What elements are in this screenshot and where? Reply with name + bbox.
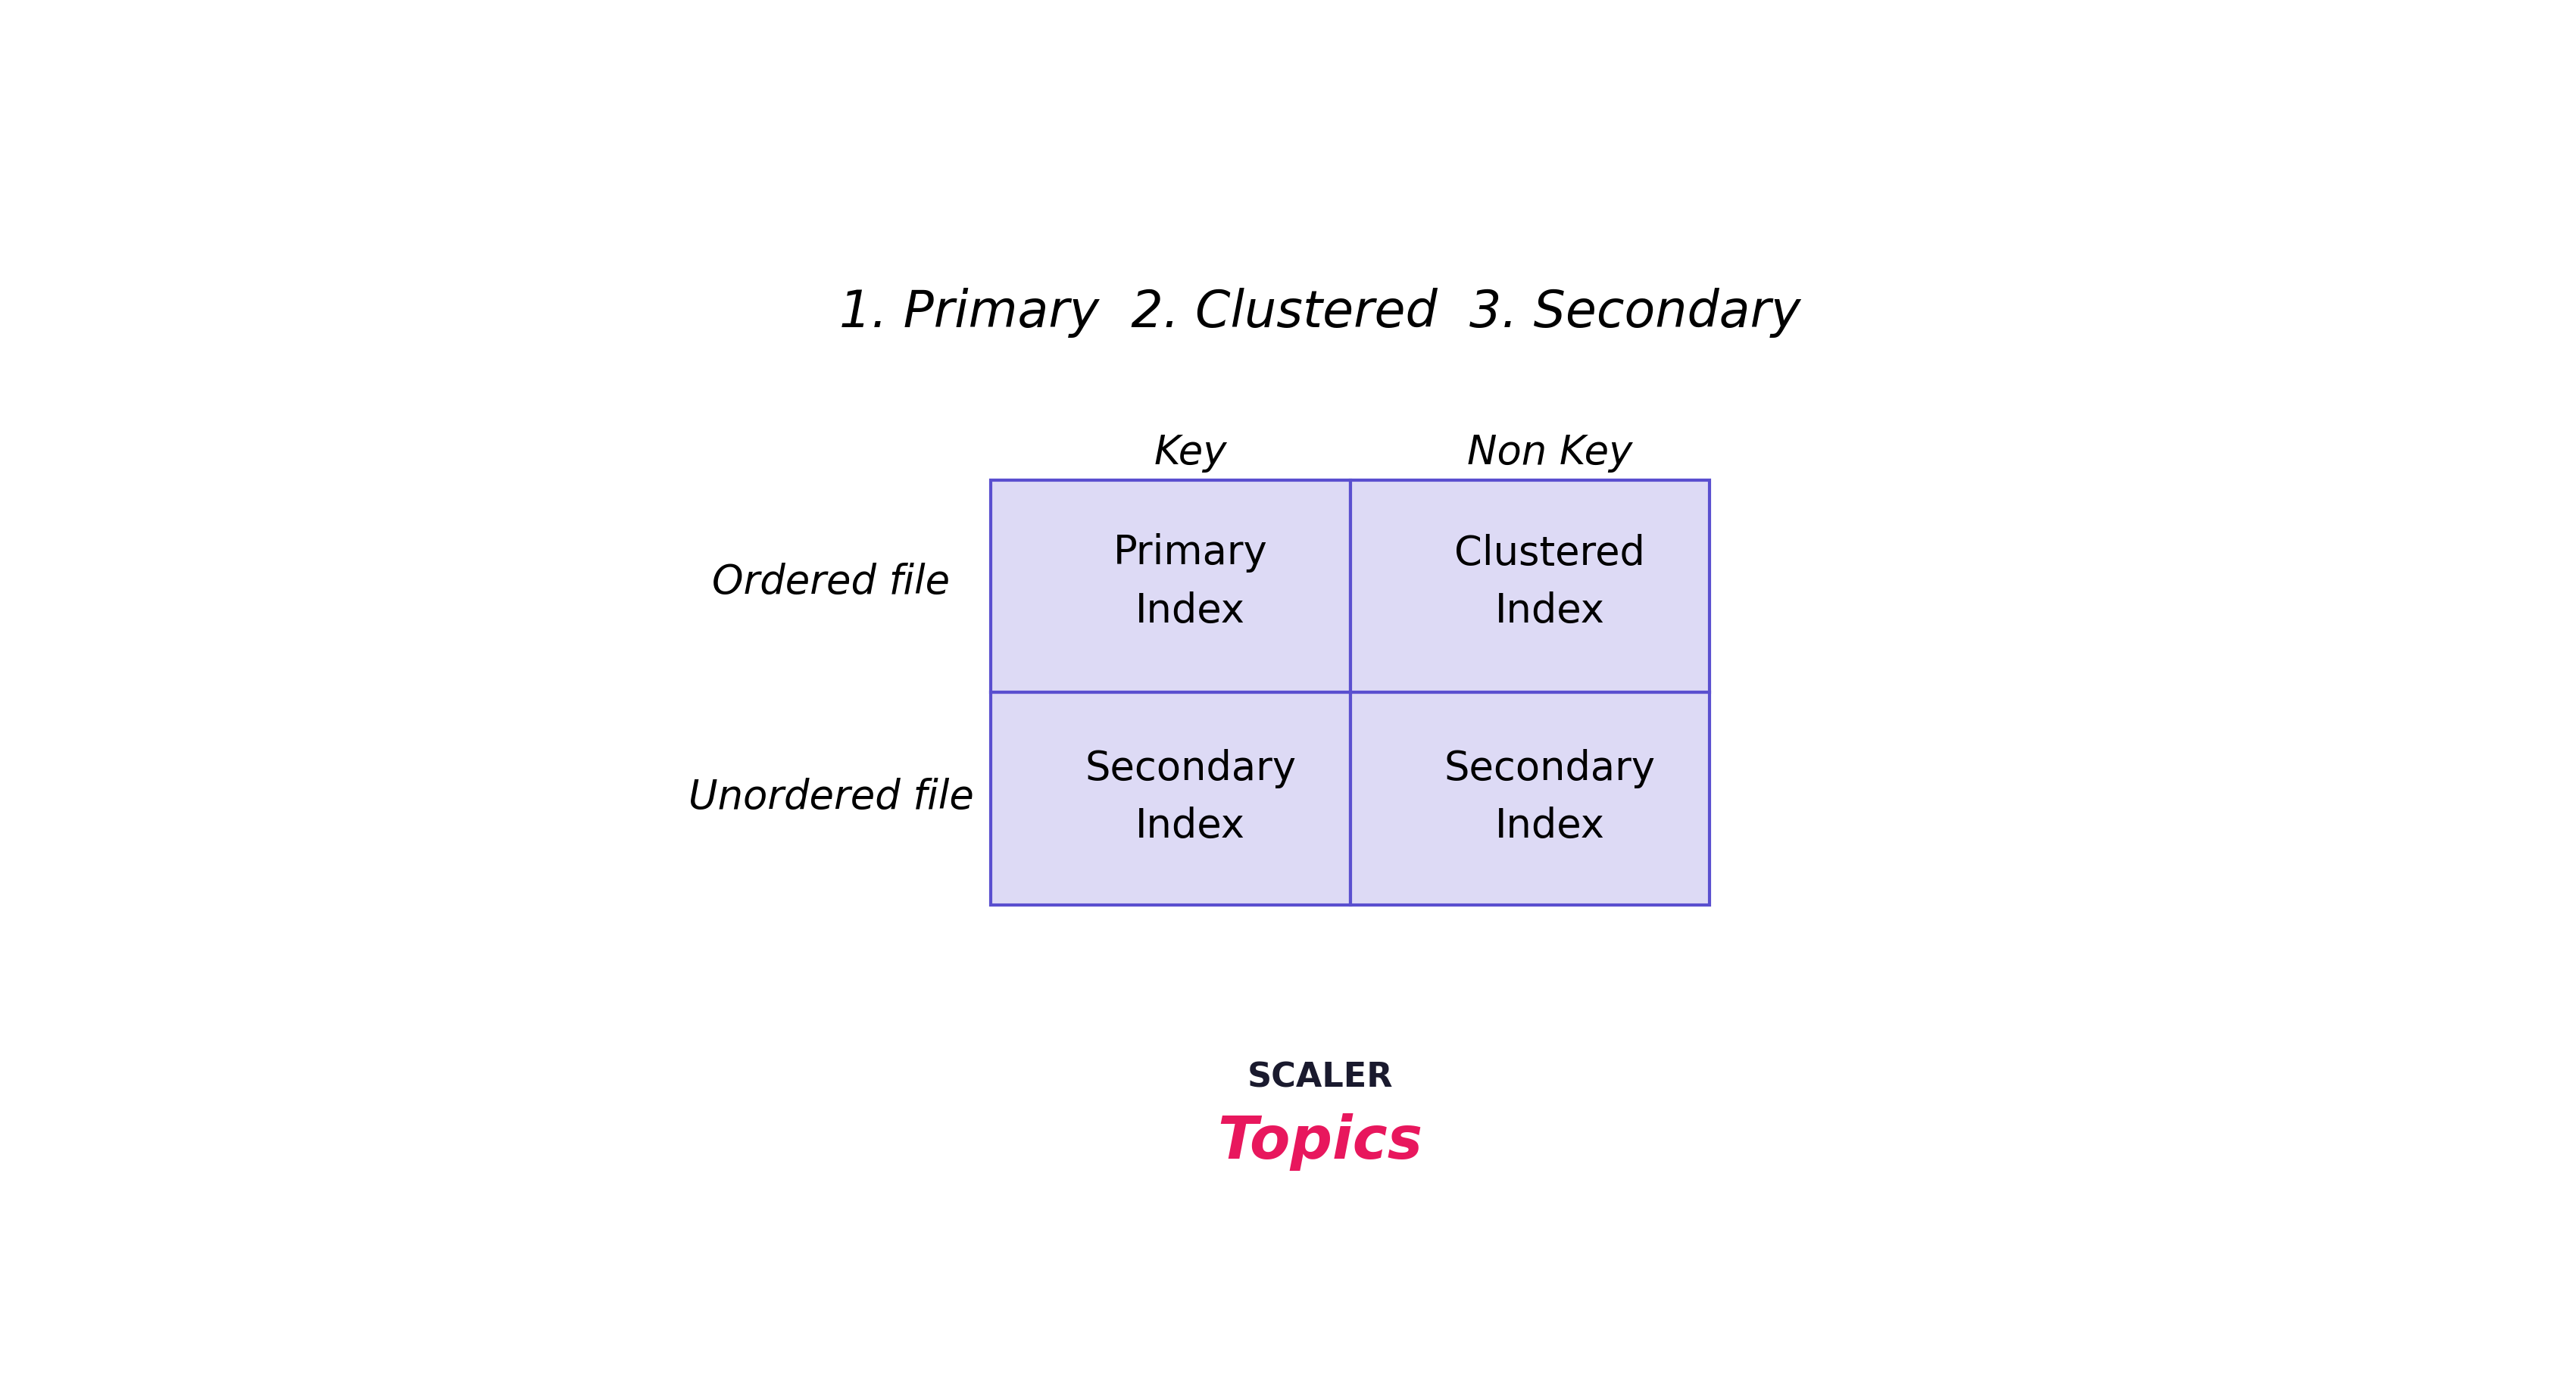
Text: Topics: Topics [1218, 1113, 1422, 1170]
Text: SCALER: SCALER [1247, 1061, 1394, 1093]
Text: Non Key: Non Key [1468, 433, 1633, 473]
Text: 1. Primary  2. Clustered  3. Secondary: 1. Primary 2. Clustered 3. Secondary [840, 288, 1801, 338]
Text: Key: Key [1154, 433, 1226, 473]
Text: Ordered file: Ordered file [711, 562, 951, 603]
Text: Primary
Index: Primary Index [1113, 534, 1267, 630]
Text: Unordered file: Unordered file [688, 777, 974, 818]
Text: Secondary
Index: Secondary Index [1084, 749, 1296, 846]
FancyBboxPatch shape [1350, 480, 1710, 692]
Text: Clustered
Index: Clustered Index [1455, 534, 1646, 630]
Text: Secondary
Index: Secondary Index [1445, 749, 1656, 846]
FancyBboxPatch shape [992, 692, 1350, 905]
FancyBboxPatch shape [992, 480, 1350, 692]
FancyBboxPatch shape [1350, 692, 1710, 905]
